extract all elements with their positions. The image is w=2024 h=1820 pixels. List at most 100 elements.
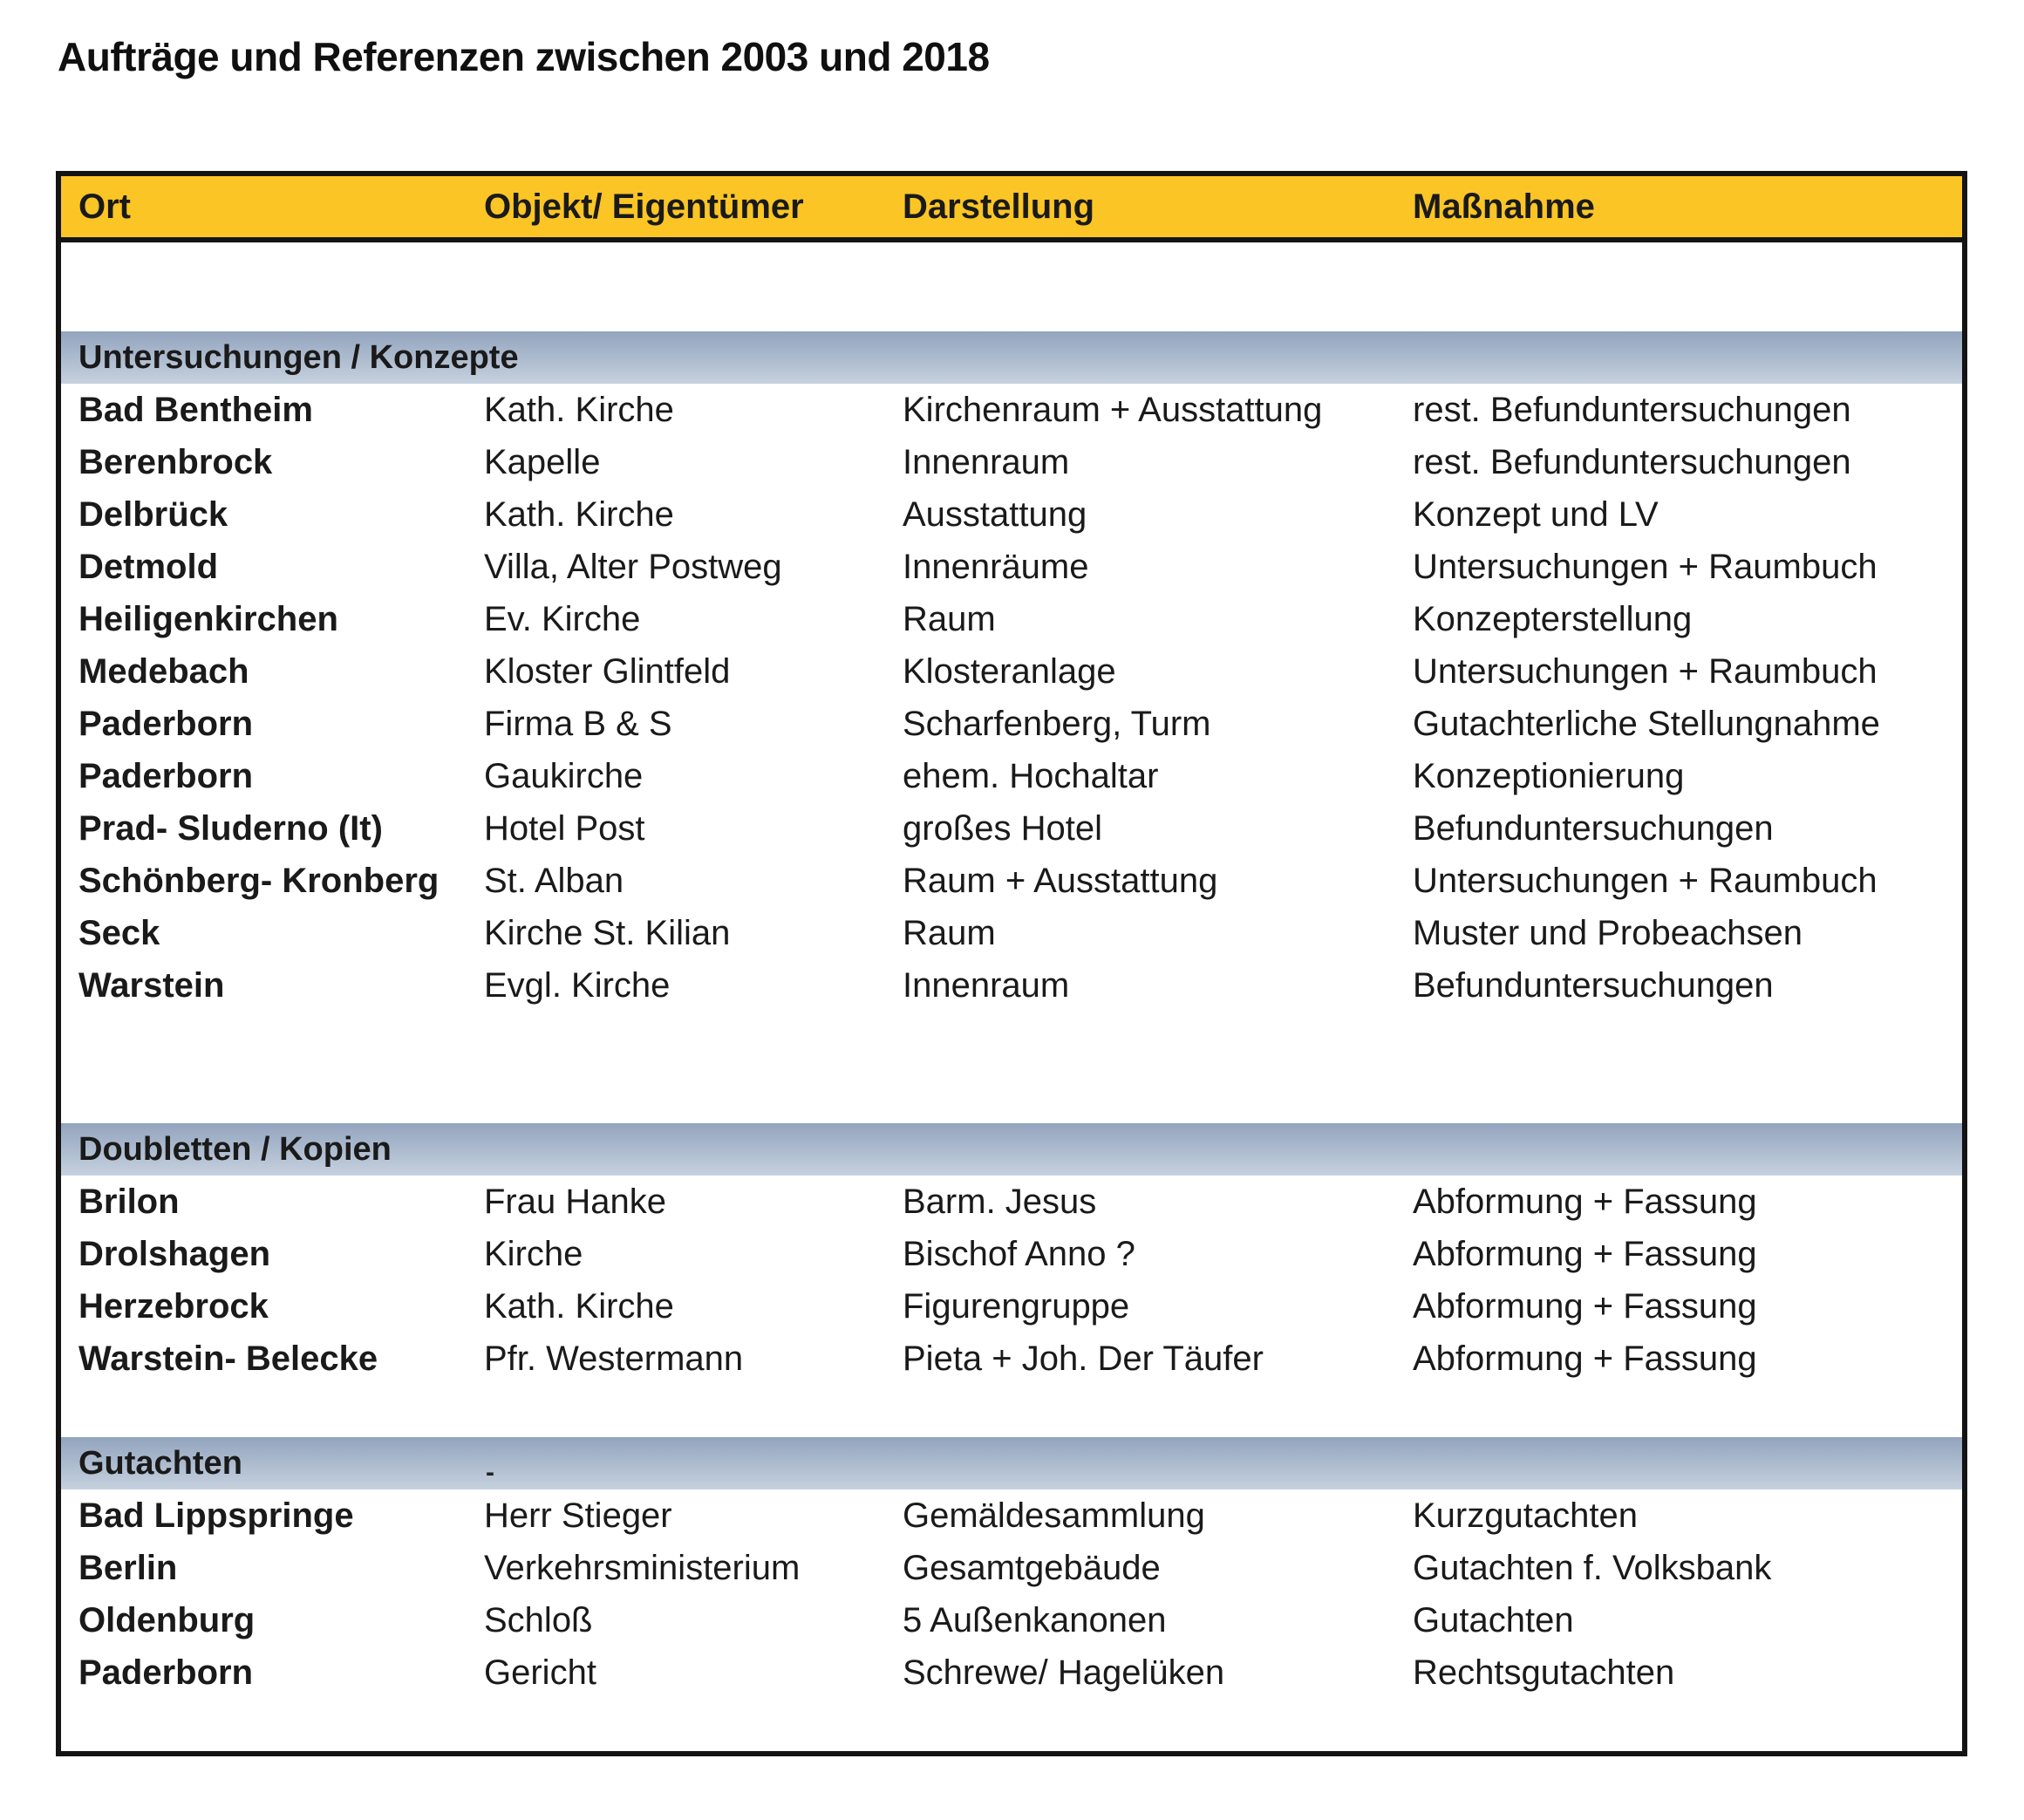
section-header-doubletten-kopien: Doubletten / Kopien [61, 1123, 1962, 1176]
cell-objekt: Hotel Post [484, 808, 645, 848]
cell-objekt: Ev. Kirche [484, 599, 641, 638]
cell-ort: Oldenburg [78, 1600, 256, 1639]
cell-objekt: Kath. Kirche [484, 390, 674, 429]
column-header-objekt-eigentuemer: Objekt/ Eigentümer [484, 187, 804, 226]
section-header-untersuchungen-konzepte: Untersuchungen / Konzepte [61, 331, 1962, 384]
cell-darstellung: Innenräume [903, 547, 1089, 586]
table-row: Warstein- Belecke Pfr. Westermann Pieta … [61, 1333, 1962, 1385]
table-row: Bad Lippspringe Herr Stieger Gemäldesamm… [61, 1489, 1962, 1542]
table-row: Paderborn Gericht Schrewe/ Hagelüken Rec… [61, 1646, 1962, 1699]
section-note: - [486, 1458, 494, 1487]
cell-objekt: Villa, Alter Postweg [484, 547, 782, 586]
cell-ort: Prad- Sluderno (It) [78, 808, 383, 848]
cell-ort: Heiligenkirchen [78, 599, 338, 638]
spacer [61, 1012, 1962, 1123]
table-row: Prad- Sluderno (It) Hotel Post großes Ho… [61, 802, 1962, 855]
cell-darstellung: Innenraum [903, 442, 1070, 481]
cell-darstellung: Raum [903, 599, 996, 638]
cell-darstellung: Barm. Jesus [903, 1182, 1097, 1221]
cell-darstellung: Ausstattung [903, 494, 1087, 534]
cell-massnahme: Abformung + Fassung [1413, 1339, 1757, 1378]
cell-darstellung: Schrewe/ Hagelüken [903, 1653, 1225, 1692]
cell-darstellung: Gemäldesammlung [903, 1496, 1205, 1535]
spacer [61, 1385, 1962, 1437]
cell-darstellung: Pieta + Joh. Der Täufer [903, 1339, 1264, 1378]
cell-objekt: Evgl. Kirche [484, 965, 671, 1005]
table-row: Paderborn Firma B & S Scharfenberg, Turm… [61, 698, 1962, 750]
table-row: Herzebrock Kath. Kirche Figurengruppe Ab… [61, 1280, 1962, 1333]
cell-ort: Paderborn [78, 704, 254, 743]
cell-massnahme: Muster und Probeachsen [1413, 913, 1803, 952]
cell-massnahme: Abformung + Fassung [1413, 1234, 1757, 1273]
section-header-gutachten: Gutachten - [61, 1437, 1962, 1489]
cell-objekt: Kapelle [484, 442, 601, 481]
table-row: Oldenburg Schloß 5 Außenkanonen Gutachte… [61, 1594, 1962, 1646]
cell-objekt: Gaukirche [484, 756, 644, 795]
cell-massnahme: Konzeptionierung [1413, 756, 1685, 795]
cell-massnahme: rest. Befunduntersuchungen [1413, 442, 1851, 481]
table-header-row: Ort Objekt/ Eigentümer Darstellung Maßna… [61, 176, 1962, 242]
table-row: Warstein Evgl. Kirche Innenraum Befundun… [61, 959, 1962, 1012]
cell-ort: Medebach [78, 651, 249, 691]
table-row: Bad Bentheim Kath. Kirche Kirchenraum + … [61, 384, 1962, 436]
cell-massnahme: Befunduntersuchungen [1413, 808, 1774, 848]
cell-ort: Seck [78, 913, 160, 952]
cell-massnahme: Konzepterstellung [1413, 599, 1693, 638]
cell-massnahme: Gutachterliche Stellungnahme [1413, 704, 1880, 743]
cell-ort: Paderborn [78, 1653, 254, 1692]
cell-objekt: Frau Hanke [484, 1182, 666, 1221]
cell-massnahme: Untersuchungen + Raumbuch [1413, 651, 1877, 691]
cell-ort: Paderborn [78, 756, 254, 795]
column-header-ort: Ort [78, 187, 131, 226]
cell-ort: Berlin [78, 1548, 178, 1587]
cell-ort: Berenbrock [78, 442, 273, 481]
section-label: Doubletten / Kopien [78, 1130, 392, 1168]
cell-objekt: Herr Stieger [484, 1496, 672, 1535]
cell-darstellung: Bischof Anno ? [903, 1234, 1135, 1273]
cell-ort: Brilon [78, 1182, 180, 1221]
table-row: Drolshagen Kirche Bischof Anno ? Abformu… [61, 1228, 1962, 1280]
cell-objekt: Kath. Kirche [484, 494, 674, 534]
cell-darstellung: Scharfenberg, Turm [903, 704, 1211, 743]
table-row: Seck Kirche St. Kilian Raum Muster und P… [61, 907, 1962, 959]
table-row: Berenbrock Kapelle Innenraum rest. Befun… [61, 436, 1962, 488]
table-row: Heiligenkirchen Ev. Kirche Raum Konzepte… [61, 593, 1962, 645]
cell-ort: Drolshagen [78, 1234, 271, 1273]
orders-references-table: Ort Objekt/ Eigentümer Darstellung Maßna… [56, 171, 1967, 1756]
cell-objekt: Kloster Glintfeld [484, 651, 731, 691]
section-label: Untersuchungen / Konzepte [78, 338, 519, 376]
cell-ort: Warstein [78, 965, 225, 1005]
cell-objekt: Schloß [484, 1600, 593, 1639]
cell-massnahme: Kurzgutachten [1413, 1496, 1638, 1535]
cell-ort: Delbrück [78, 494, 228, 534]
table-row: Detmold Villa, Alter Postweg Innenräume … [61, 541, 1962, 593]
cell-darstellung: großes Hotel [903, 808, 1102, 848]
cell-ort: Herzebrock [78, 1286, 269, 1326]
cell-darstellung: Klosteranlage [903, 651, 1116, 691]
column-header-massnahme: Maßnahme [1413, 187, 1595, 226]
cell-objekt: Pfr. Westermann [484, 1339, 744, 1378]
cell-massnahme: rest. Befunduntersuchungen [1413, 390, 1851, 429]
table-row: Delbrück Kath. Kirche Ausstattung Konzep… [61, 488, 1962, 541]
cell-massnahme: Abformung + Fassung [1413, 1182, 1757, 1221]
table-row: Paderborn Gaukirche ehem. Hochaltar Konz… [61, 750, 1962, 802]
cell-massnahme: Abformung + Fassung [1413, 1286, 1757, 1326]
table-row: Medebach Kloster Glintfeld Klosteranlage… [61, 645, 1962, 698]
cell-objekt: St. Alban [484, 861, 624, 900]
cell-ort: Schönberg- Kronberg [78, 861, 440, 900]
table-row: Schönberg- Kronberg St. Alban Raum + Aus… [61, 855, 1962, 907]
cell-ort: Bad Bentheim [78, 390, 313, 429]
cell-darstellung: Figurengruppe [903, 1286, 1130, 1326]
table-row: Berlin Verkehrsministerium Gesamtgebäude… [61, 1542, 1962, 1594]
cell-massnahme: Gutachten f. Volksbank [1413, 1548, 1772, 1587]
cell-massnahme: Untersuchungen + Raumbuch [1413, 547, 1877, 586]
cell-objekt: Firma B & S [484, 704, 672, 743]
cell-objekt: Kirche St. Kilian [484, 913, 731, 952]
cell-massnahme: Konzept und LV [1413, 494, 1659, 534]
cell-objekt: Verkehrsministerium [484, 1548, 801, 1587]
cell-darstellung: Raum + Ausstattung [903, 861, 1218, 900]
cell-darstellung: Raum [903, 913, 996, 952]
cell-ort: Bad Lippspringe [78, 1496, 354, 1535]
cell-massnahme: Gutachten [1413, 1600, 1574, 1639]
